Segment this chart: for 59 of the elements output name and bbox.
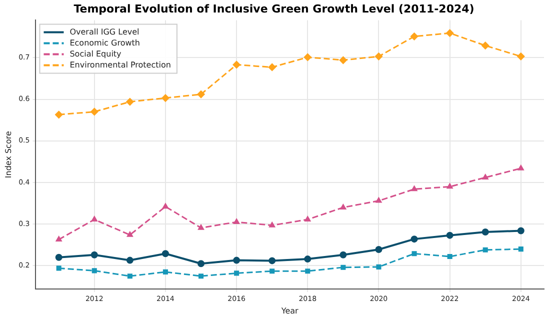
point xyxy=(304,216,311,222)
point xyxy=(304,53,312,61)
point xyxy=(446,232,454,239)
point xyxy=(198,224,204,230)
point xyxy=(304,256,312,263)
point xyxy=(482,174,488,180)
legend-label: Overall IGG Level xyxy=(70,27,140,36)
point xyxy=(268,257,276,264)
point xyxy=(268,63,276,71)
point xyxy=(162,94,170,102)
legend-label: Environmental Protection xyxy=(70,60,171,70)
point xyxy=(234,270,240,276)
point xyxy=(197,90,205,98)
y-axis-title: Index Score xyxy=(4,131,13,178)
point xyxy=(374,52,382,60)
point xyxy=(55,110,63,118)
point xyxy=(482,42,490,50)
point xyxy=(412,251,417,256)
point xyxy=(517,52,525,60)
chart-title: Temporal Evolution of Inclusive Green Growth Level (2011-2024) xyxy=(74,2,474,16)
point xyxy=(518,246,524,252)
point xyxy=(162,203,168,209)
point xyxy=(410,236,418,243)
point xyxy=(198,274,204,279)
point xyxy=(56,266,62,271)
point xyxy=(90,108,98,116)
point xyxy=(339,56,347,64)
point xyxy=(198,260,205,268)
point xyxy=(91,216,98,222)
point xyxy=(270,268,275,274)
point xyxy=(92,268,97,274)
point xyxy=(55,254,62,261)
point xyxy=(446,183,453,189)
point xyxy=(126,256,134,264)
point xyxy=(305,268,310,274)
point xyxy=(482,228,489,236)
point xyxy=(162,250,169,258)
point xyxy=(233,256,240,264)
point xyxy=(376,264,382,270)
point xyxy=(375,246,382,253)
point xyxy=(162,269,168,274)
point xyxy=(234,218,240,224)
point xyxy=(410,32,418,40)
point xyxy=(56,236,62,242)
point xyxy=(340,251,347,258)
point xyxy=(411,186,418,192)
point xyxy=(517,227,524,234)
point xyxy=(482,247,488,252)
point xyxy=(90,251,98,258)
legend-label: Economic Growth xyxy=(70,38,140,48)
point xyxy=(126,98,134,106)
point xyxy=(340,204,346,210)
point xyxy=(340,264,346,270)
legend-label: Social Equity xyxy=(70,49,122,58)
point xyxy=(127,274,132,279)
point xyxy=(232,60,240,68)
point xyxy=(447,254,452,260)
point xyxy=(446,29,454,37)
x-axis-title: Year xyxy=(280,306,300,316)
